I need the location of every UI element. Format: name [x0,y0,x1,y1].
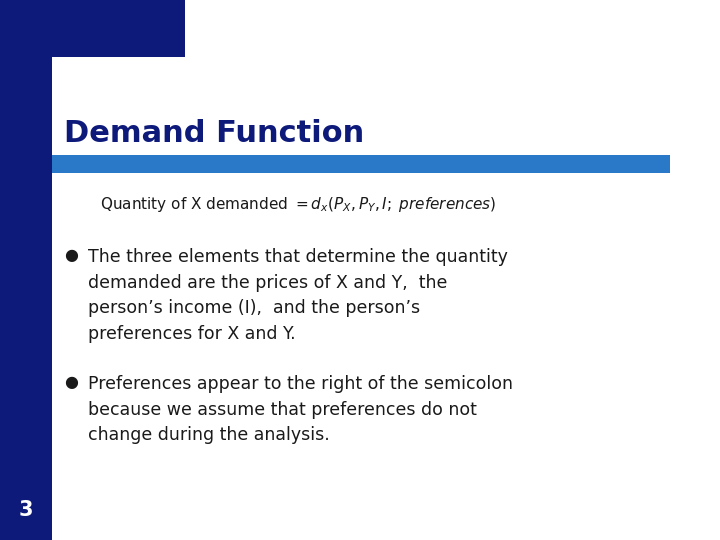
Bar [52,57,185,95]
Bar [52,57,90,95]
Bar [0,0,185,95]
Text: Demand Function: Demand Function [64,119,364,148]
Text: ●: ● [64,248,78,263]
Text: Preferences appear to the right of the semicolon
because we assume that preferen: Preferences appear to the right of the s… [88,375,513,444]
Text: The three elements that determine the quantity
demanded are the prices of X and : The three elements that determine the qu… [88,248,508,343]
Wedge shape [52,19,90,57]
Text: Quantity of X demanded $= d_x(P_X, P_Y, I;\; \mathit{preferences})$: Quantity of X demanded $= d_x(P_X, P_Y, … [100,195,496,214]
Bar [52,155,670,173]
Bar [0,0,52,540]
Text: 3: 3 [19,500,33,520]
Text: ●: ● [64,375,78,390]
Wedge shape [52,19,90,57]
